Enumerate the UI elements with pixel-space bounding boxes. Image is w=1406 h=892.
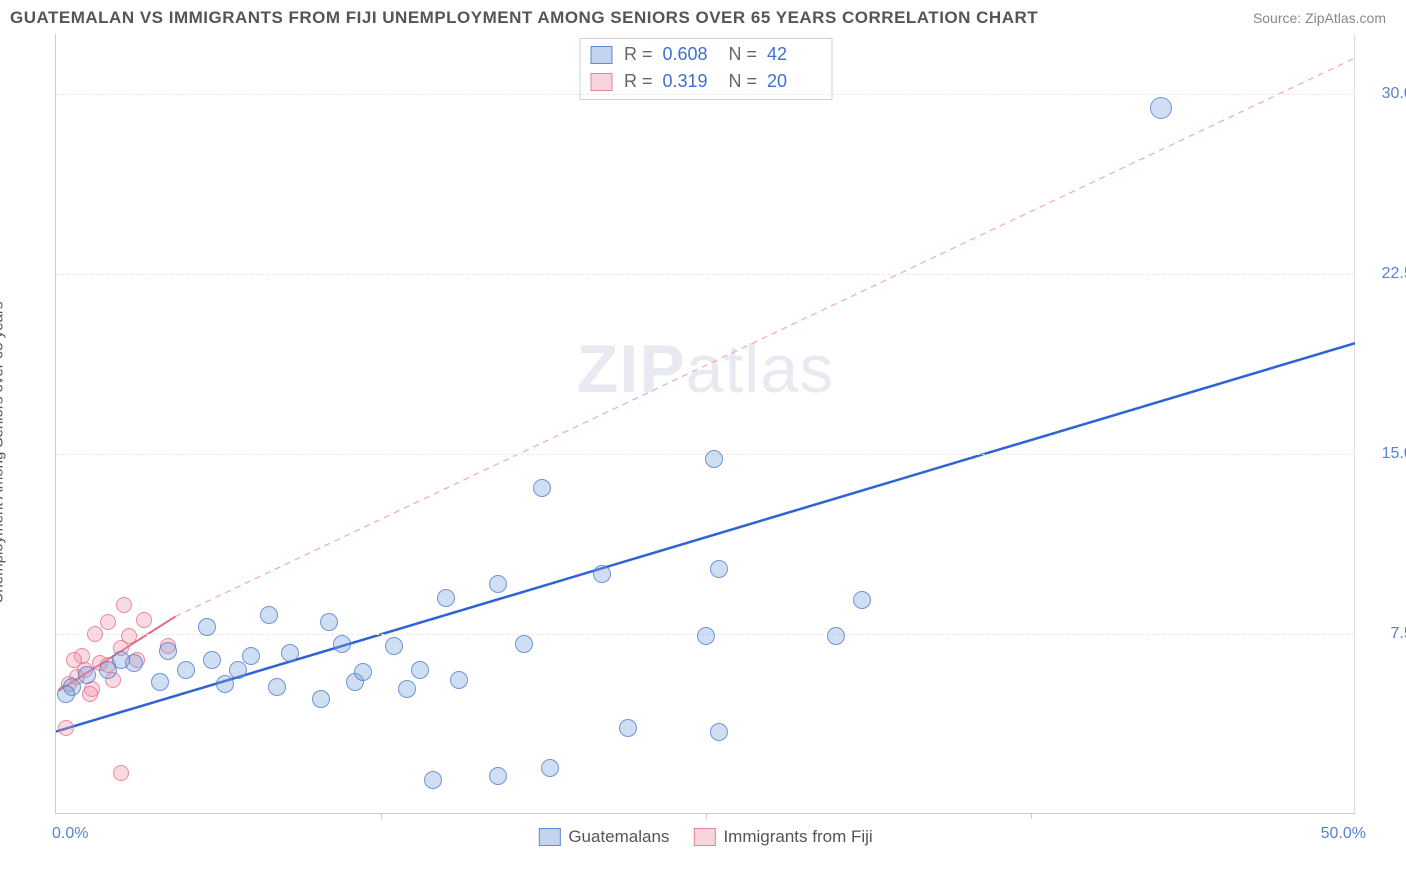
fiji-point	[121, 628, 137, 644]
guatemalan-point	[242, 647, 260, 665]
guatemalan-point	[541, 759, 559, 777]
y-tick-label: 22.5%	[1363, 265, 1406, 283]
guatemalan-point	[159, 642, 177, 660]
guatemalan-point	[697, 627, 715, 645]
x-tick-mark	[381, 813, 382, 819]
y-axis-label: Unemployment Among Seniors over 65 years	[0, 302, 7, 604]
source-label: Source: ZipAtlas.com	[1253, 10, 1386, 26]
n-value: 20	[767, 68, 821, 95]
watermark: ZIPatlas	[577, 330, 834, 408]
guatemalan-point	[411, 661, 429, 679]
guatemalan-point	[593, 565, 611, 583]
legend-row: R = 0.319 N = 20	[590, 68, 821, 95]
guatemalan-point	[216, 675, 234, 693]
n-label: N =	[729, 68, 758, 95]
r-value: 0.319	[663, 68, 717, 95]
guatemalan-point	[333, 635, 351, 653]
guatemalan-point	[1150, 97, 1172, 119]
series-legend-item: Guatemalans	[538, 827, 669, 847]
legend-swatch	[538, 828, 560, 846]
fiji-point	[113, 765, 129, 781]
x-tick-label: 0.0%	[52, 825, 88, 843]
legend-swatch	[590, 46, 612, 64]
x-tick-label: 50.0%	[1306, 825, 1366, 843]
guatemalan-point	[320, 613, 338, 631]
guatemalan-point	[705, 450, 723, 468]
fiji-point	[66, 652, 82, 668]
n-label: N =	[729, 41, 758, 68]
r-label: R =	[624, 41, 653, 68]
y-tick-label: 15.0%	[1363, 445, 1406, 463]
fiji-point	[136, 612, 152, 628]
series-legend: Guatemalans Immigrants from Fiji	[538, 827, 872, 847]
fiji-point	[87, 626, 103, 642]
trend-lines	[56, 34, 1355, 813]
chart-area: Unemployment Among Seniors over 65 years…	[10, 34, 1390, 854]
y-tick-label: 30.0%	[1363, 85, 1406, 103]
guatemalan-point	[151, 673, 169, 691]
guatemalan-point	[710, 723, 728, 741]
correlation-legend: R = 0.608 N = 42 R = 0.319 N = 20	[579, 38, 832, 100]
guatemalan-point	[260, 606, 278, 624]
n-value: 42	[767, 41, 821, 68]
guatemalan-point	[489, 575, 507, 593]
guatemalan-point	[398, 680, 416, 698]
guatemalan-point	[533, 479, 551, 497]
guatemalan-point	[489, 767, 507, 785]
gridline	[56, 274, 1355, 275]
r-label: R =	[624, 68, 653, 95]
guatemalan-point	[177, 661, 195, 679]
guatemalan-point	[198, 618, 216, 636]
legend-row: R = 0.608 N = 42	[590, 41, 821, 68]
fiji-point	[58, 720, 74, 736]
guatemalan-point	[424, 771, 442, 789]
guatemalan-point	[57, 685, 75, 703]
guatemalan-point	[515, 635, 533, 653]
guatemalan-point	[78, 666, 96, 684]
guatemalan-point	[281, 644, 299, 662]
y-tick-label: 7.5%	[1363, 625, 1406, 643]
fiji-point	[100, 614, 116, 630]
guatemalan-point	[710, 560, 728, 578]
x-tick-mark	[706, 813, 707, 819]
fiji-point	[116, 597, 132, 613]
x-tick-mark	[1031, 813, 1032, 819]
chart-title: GUATEMALAN VS IMMIGRANTS FROM FIJI UNEMP…	[10, 8, 1038, 28]
legend-swatch	[590, 73, 612, 91]
series-legend-item: Immigrants from Fiji	[693, 827, 872, 847]
guatemalan-point	[112, 651, 130, 669]
guatemalan-point	[450, 671, 468, 689]
guatemalan-point	[312, 690, 330, 708]
guatemalan-point	[229, 661, 247, 679]
guatemalan-point	[268, 678, 286, 696]
guatemalan-point	[385, 637, 403, 655]
guatemalan-point	[853, 591, 871, 609]
series-label: Immigrants from Fiji	[723, 827, 872, 847]
guatemalan-point	[827, 627, 845, 645]
guatemalan-point	[354, 663, 372, 681]
r-value: 0.608	[663, 41, 717, 68]
series-label: Guatemalans	[568, 827, 669, 847]
scatter-plot: ZIPatlas R =0.608N =42R =0.319N =20 Guat…	[55, 34, 1355, 814]
guatemalan-point	[619, 719, 637, 737]
guatemalan-point	[437, 589, 455, 607]
gridline	[56, 94, 1355, 95]
fiji-point	[82, 686, 98, 702]
legend-swatch	[693, 828, 715, 846]
guatemalan-point	[203, 651, 221, 669]
